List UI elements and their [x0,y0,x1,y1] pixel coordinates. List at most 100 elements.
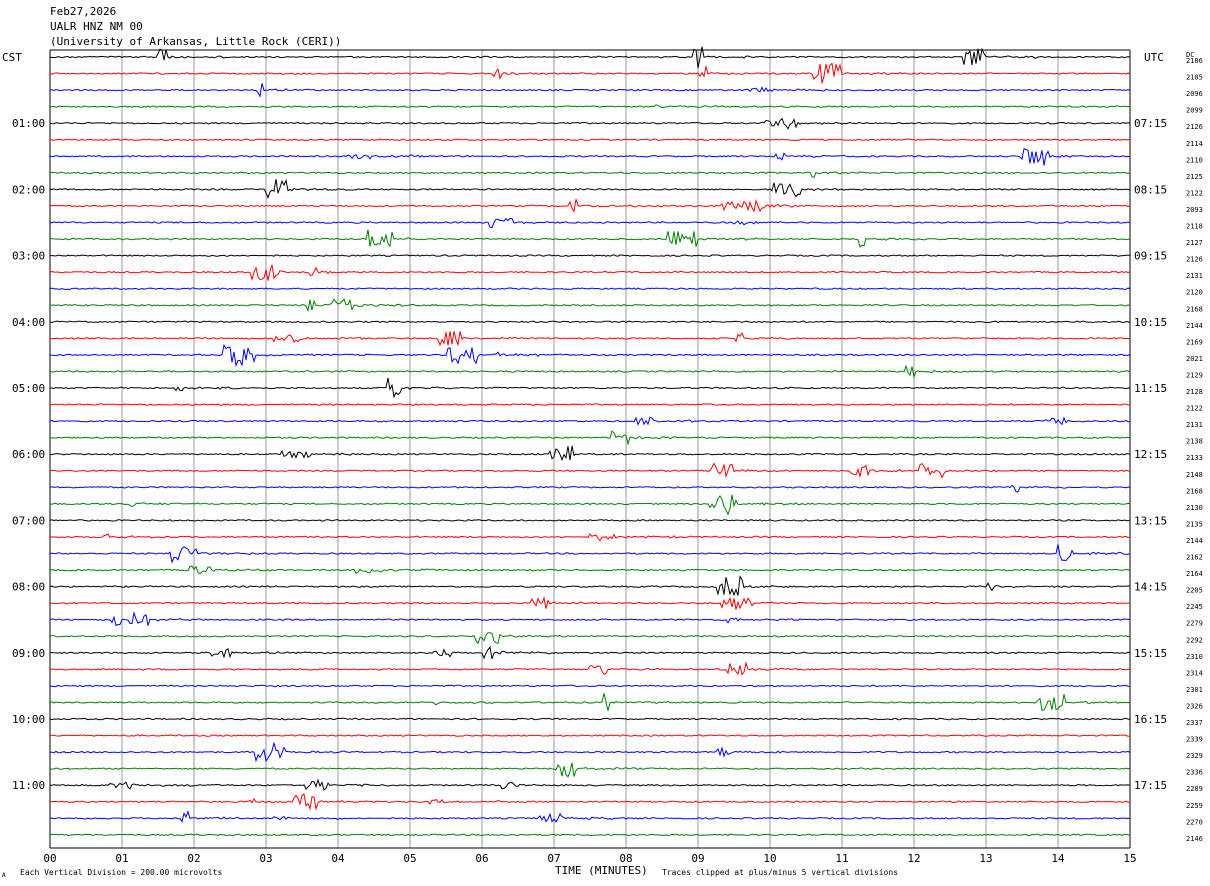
dc-offset-label: 2329 [1186,752,1203,760]
x-tick-label: 07 [547,852,560,865]
trace-row [49,684,1131,688]
cst-hour-label: 08:00 [12,581,45,594]
dc-offset-label: 2106 [1186,57,1203,65]
trace-row [49,445,1131,462]
cst-hour-label: 04:00 [12,316,45,329]
trace-row [49,147,1131,166]
utc-hour-labels: 07:15 08:15 09:15 10:15 11:15 12:15 13:15 14:15… [1134,117,1167,792]
dc-offset-label: 2099 [1186,107,1203,115]
trace-row [49,778,1131,791]
x-tick-label: 10 [763,852,776,865]
trace-row [49,611,1131,627]
minute-grid [49,49,1131,849]
utc-hour-label: 15:15 [1134,647,1167,660]
cst-hour-label: 09:00 [12,647,45,660]
trace-row [50,298,1131,313]
trace-row [49,320,1131,324]
dc-offset-label: 2144 [1186,322,1203,330]
dc-offset-label: 2162 [1186,554,1203,562]
trace-row [49,104,1131,109]
dc-offset-label: 2314 [1186,669,1203,677]
trace-row [49,575,1131,597]
trace-row [49,717,1131,721]
cst-hour-label: 07:00 [12,514,45,527]
dc-column-label: DC [1186,51,1194,59]
trace-row [49,229,1131,248]
x-tick-label: 09 [691,852,704,865]
x-tick-label: 05 [403,852,416,865]
x-tick-label: 04 [331,852,345,865]
seismic-traces [49,46,1131,837]
trace-row [49,734,1131,737]
dc-offset-label: 2164 [1186,570,1203,578]
utc-hour-label: 16:15 [1134,713,1167,726]
dc-offset-label: 2259 [1186,802,1203,810]
x-tick-label: 12 [907,852,920,865]
dc-offset-label: 2337 [1186,719,1203,727]
trace-row [49,762,1131,778]
trace-row [49,533,1131,542]
dc-offset-labels: 2106 2105 2096 2099 2126 2114 2110 2125 2122 2093… [1186,57,1203,843]
dc-offset-label: 2148 [1186,471,1203,479]
utc-hour-label: 10:15 [1134,316,1167,329]
dc-offset-label: 2301 [1186,686,1203,694]
cst-hour-label: 02:00 [12,183,45,196]
trace-row [49,217,1131,229]
trace-row [49,596,1130,610]
trace-row [49,117,1131,130]
utc-hour-label: 17:15 [1134,779,1167,792]
dc-offset-label: 2131 [1186,421,1203,429]
dc-offset-label: 2093 [1186,206,1203,214]
dc-offset-label: 2118 [1186,223,1203,231]
dc-offset-label: 2245 [1186,603,1203,611]
trace-row [49,810,1131,823]
trace-row [49,403,1131,406]
dc-offset-label: 2135 [1186,520,1203,528]
trace-row [49,331,1131,347]
x-tick-label: 14 [1051,852,1065,865]
cst-hour-labels: 01:00 02:00 03:00 04:00 05:00 06:00 07:00 08:00… [12,117,45,792]
dc-offset-label: 2021 [1186,355,1203,363]
dc-offset-label: 2138 [1186,438,1203,446]
trace-row [49,264,1131,282]
trace-row [49,343,1131,368]
trace-row [50,138,1131,141]
trace-row [49,199,1131,213]
trace-row [49,565,1131,575]
trace-row [49,632,1131,645]
cst-hour-label: 11:00 [12,779,45,792]
utc-hour-label: 07:15 [1134,117,1167,130]
x-tick-label: 03 [259,852,272,865]
utc-hour-label: 12:15 [1134,448,1167,461]
utc-hour-label: 13:15 [1134,514,1167,527]
cst-zone-label: CST [2,51,22,64]
dc-offset-label: 2131 [1186,272,1203,280]
trace-row [50,178,1131,200]
trace-row [49,742,1131,763]
dc-offset-label: 2146 [1186,835,1203,843]
dc-offset-label: 2310 [1186,653,1203,661]
trace-row [49,416,1130,426]
trace-row [50,254,1130,257]
cst-hour-label: 10:00 [12,713,45,726]
dc-offset-label: 2105 [1186,74,1203,82]
clip-note: Traces clipped at plus/minus 5 vertical … [662,868,898,877]
trace-row [49,494,1131,516]
x-tick-label: 06 [475,852,488,865]
utc-hour-label: 14:15 [1134,581,1167,594]
dc-offset-label: 2168 [1186,487,1203,495]
trace-row [49,62,1131,84]
trace-row [49,833,1131,837]
utc-hour-label: 11:15 [1134,382,1167,395]
trace-row [49,287,1131,291]
utc-hour-label: 08:15 [1134,183,1167,196]
x-tick-label: 11 [835,852,848,865]
dc-offset-label: 2129 [1186,371,1203,379]
trace-row [49,83,1131,98]
trace-row [49,645,1131,660]
trace-row [50,377,1131,399]
dc-offset-label: 2125 [1186,173,1203,181]
dc-offset-label: 2326 [1186,702,1203,710]
dc-offset-label: 2128 [1186,388,1203,396]
